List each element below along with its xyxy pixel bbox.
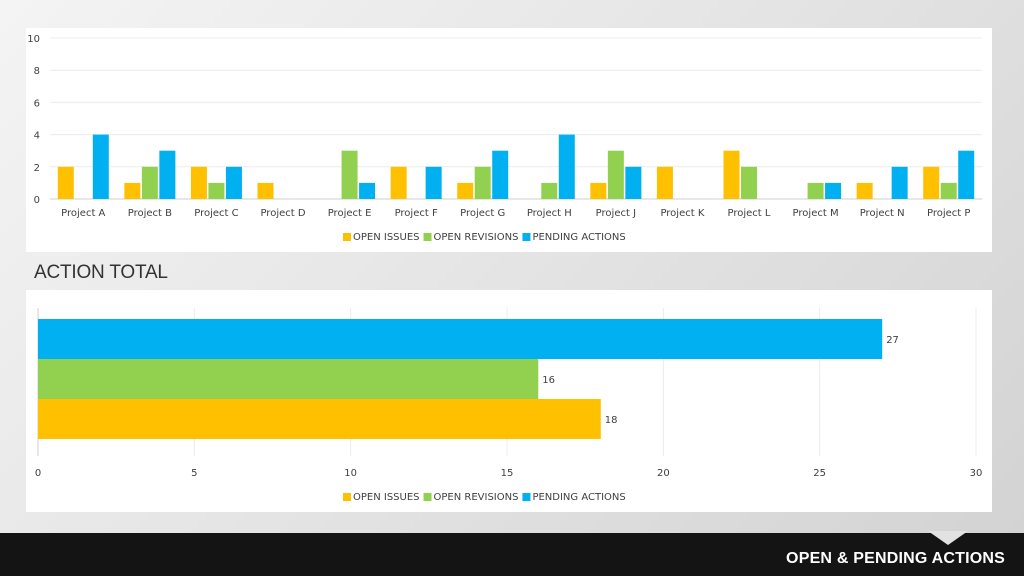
data-label-open-issues: 18 [605,415,618,426]
bar-project-l-open-issues [723,150,740,199]
legend-swatch-pending-actions [522,493,531,501]
bar-project-a-pending-actions [92,134,109,199]
bar-project-c-open-issues [190,166,207,199]
footer-title: OPEN & PENDING ACTIONS [786,550,1005,567]
y-tick-label: 0 [34,195,40,206]
bar-project-p-open-issues [923,166,940,199]
bar-project-p-open-revisions [940,182,957,199]
project-actions-chart-panel: 0 2 4 6 8 10 Project A Project B Project C Projec… [26,28,992,252]
bar-total-open-issues [38,399,601,439]
legend-swatch-open-revisions [423,233,432,241]
bar-project-m-pending-actions [825,182,842,199]
x-tick-label: Project G [460,208,505,219]
legend-swatch-open-issues [343,493,351,501]
x-tick-label: Project F [395,208,438,219]
data-label-open-revisions: 16 [542,375,555,386]
action-total-bar-chart: 0 5 10 15 20 25 30 18 16 27 OPEN ISSUES OPEN REVISI… [35,308,983,503]
bar-project-a-open-issues [57,166,74,199]
bar-project-b-open-issues [124,182,141,199]
bar-project-b-open-revisions [141,166,158,199]
bar-project-h-open-revisions [541,182,558,199]
bar-project-g-open-revisions [474,166,491,199]
bar-project-m-open-revisions [807,182,824,199]
legend-swatch-pending-actions [522,233,531,241]
bar-project-p-pending-actions [958,150,975,199]
x-tick-label: Project H [527,208,572,219]
y-tick-label: 2 [34,163,40,174]
bar-project-h-pending-actions [558,134,575,199]
action-total-chart-panel: 0 5 10 15 20 25 30 18 16 27 OPEN ISSUES OPEN REVISI… [26,290,992,512]
legend-label-pending-actions: PENDING ACTIONS [532,232,625,243]
bar-project-g-open-issues [457,182,474,199]
bar-project-g-pending-actions [492,150,509,199]
x-tick-label: 0 [35,468,41,479]
x-tick-label: Project A [61,208,105,219]
x-tick-label: 20 [657,468,670,479]
bar-project-n-open-issues [856,182,873,199]
bar-project-l-open-revisions [741,166,757,199]
y-tick-label: 10 [27,34,40,45]
x-tick-label: Project M [793,208,839,219]
bar-project-e-pending-actions [359,182,376,199]
legend-label-open-revisions: OPEN REVISIONS [434,232,519,243]
legend-swatch-open-issues [343,233,351,241]
footer-bar [0,533,1024,576]
project-actions-bar-chart: 0 2 4 6 8 10 Project A Project B Project C Projec… [27,34,982,243]
x-tick-label: Project K [660,208,704,219]
x-tick-label: 25 [813,468,826,479]
section-title: ACTION TOTAL [34,262,168,283]
x-tick-label: Project D [260,208,305,219]
x-tick-label: Project J [596,208,636,219]
bar-total-pending-actions [38,319,883,359]
bar-project-f-open-issues [390,166,407,199]
bar-project-c-pending-actions [225,166,242,199]
x-tick-label: 30 [970,468,983,479]
y-tick-label: 4 [34,131,40,142]
bar-project-e-open-revisions [341,150,358,199]
x-tick-label: Project N [860,208,905,219]
x-tick-label: Project E [328,208,372,219]
legend-label-open-issues: OPEN ISSUES [353,492,420,503]
legend-label-pending-actions: PENDING ACTIONS [532,492,625,503]
bar-project-f-pending-actions [425,166,442,199]
bar-project-n-pending-actions [891,166,908,199]
data-label-pending-actions: 27 [886,335,899,346]
x-tick-label: 5 [191,468,197,479]
footer-notch [928,531,968,545]
y-tick-label: 8 [34,66,40,77]
bar-project-d-open-issues [257,182,274,199]
bar-project-k-open-issues [656,166,673,199]
x-tick-label: Project P [927,208,970,219]
bar-project-b-pending-actions [159,150,176,199]
legend-label-open-revisions: OPEN REVISIONS [434,492,519,503]
y-tick-label: 6 [34,98,40,109]
bar-project-j-open-revisions [607,150,624,199]
x-tick-label: Project B [128,208,172,219]
bar-total-open-revisions [38,359,539,399]
legend-label-open-issues: OPEN ISSUES [353,232,420,243]
bar-project-j-open-issues [590,182,607,199]
x-tick-label: 10 [344,468,357,479]
bar-project-c-open-revisions [208,182,225,199]
x-tick-label: 15 [501,468,514,479]
x-tick-label: Project L [728,208,771,219]
bar-project-j-pending-actions [625,166,642,199]
x-tick-label: Project C [194,208,238,219]
legend-swatch-open-revisions [423,493,432,501]
